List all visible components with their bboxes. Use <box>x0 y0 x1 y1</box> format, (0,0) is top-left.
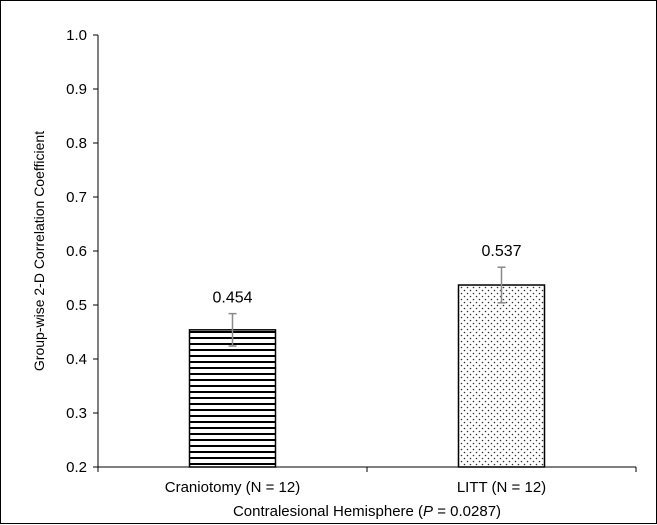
bar-2 <box>457 284 546 468</box>
y-tick-label: 0.8 <box>66 135 87 152</box>
y-tick-label: 0.3 <box>66 405 87 422</box>
x-tick-label: Craniotomy (N = 12) <box>165 479 300 496</box>
x-axis-title: Contralesional Hemisphere (P = 0.0287) <box>233 503 501 520</box>
bars: 0.454 0.537 <box>188 243 546 468</box>
x-ticks: Craniotomy (N = 12) LITT (N = 12) <box>97 467 637 496</box>
x-axis-title-prefix: Contralesional Hemisphere ( <box>233 503 423 520</box>
y-tick-label: 0.4 <box>66 351 87 368</box>
y-tick-label: 0.5 <box>66 297 87 314</box>
x-axis-title-suffix: = 0.0287) <box>433 503 501 520</box>
y-ticks: 0.2 0.3 0.4 0.5 0.6 0.7 0.8 0.9 1.0 <box>66 27 98 476</box>
x-axis-title-p: P <box>423 503 433 520</box>
data-label-2: 0.537 <box>481 243 521 260</box>
y-axis-label: Group-wise 2-D Correlation Coefficient <box>31 131 47 371</box>
y-tick-label: 0.9 <box>66 81 87 98</box>
y-tick-label: 0.6 <box>66 243 87 260</box>
y-tick-label: 0.7 <box>66 189 87 206</box>
y-tick-label: 0.2 <box>66 459 87 476</box>
data-label-1: 0.454 <box>212 290 252 307</box>
y-tick-label: 1.0 <box>66 27 87 44</box>
bar-1 <box>188 329 277 468</box>
x-tick-label: LITT (N = 12) <box>457 479 546 496</box>
